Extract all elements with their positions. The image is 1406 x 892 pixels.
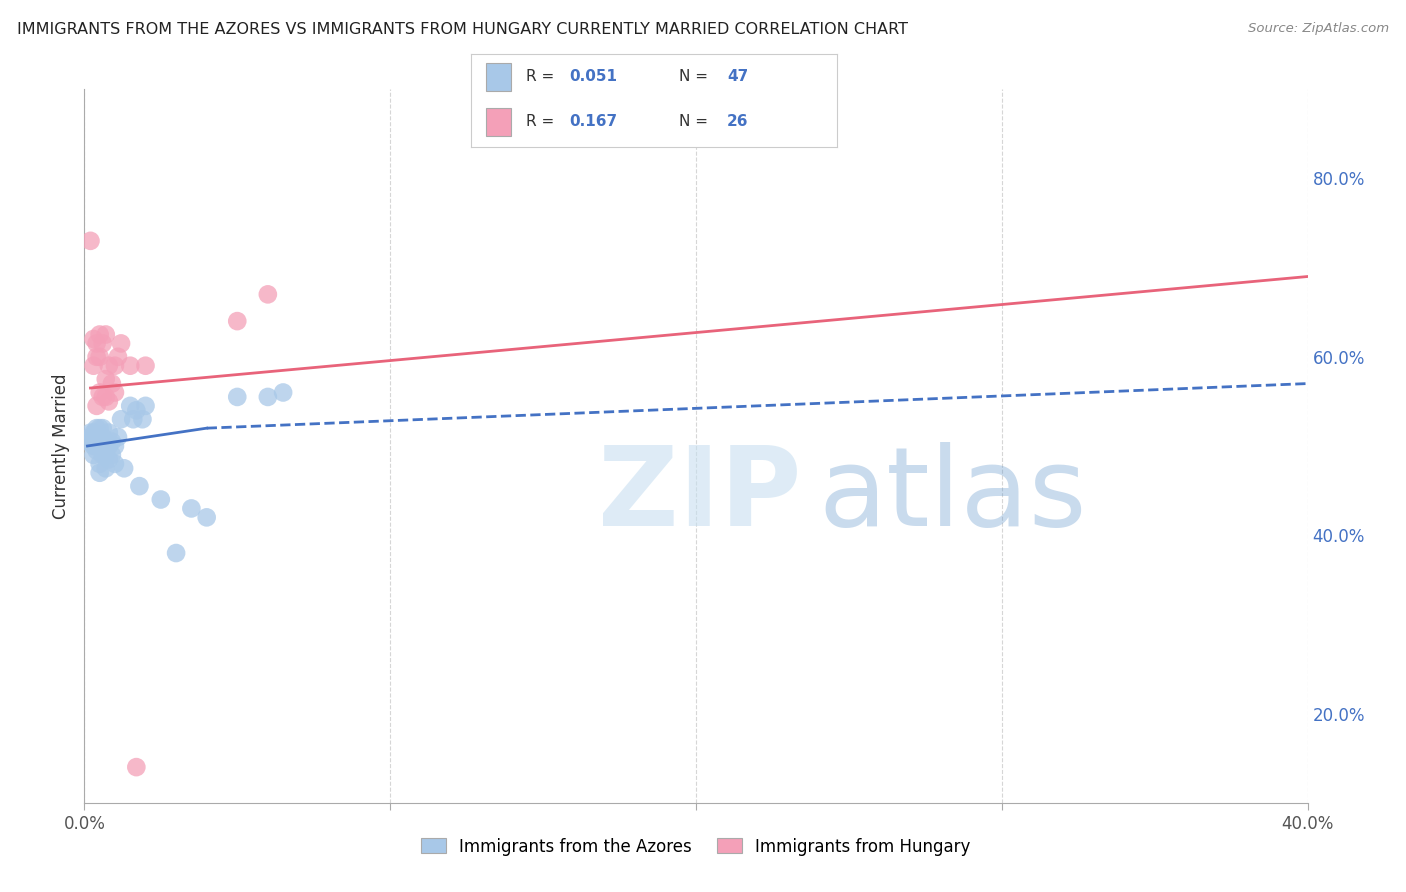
Point: [86, 434, 108, 449]
Point: [94, 461, 117, 475]
Point: [226, 314, 249, 328]
Text: N =: N =: [679, 114, 713, 129]
Point: [83, 439, 105, 453]
Point: [195, 510, 218, 524]
Point: [89, 350, 111, 364]
Point: [89, 430, 111, 444]
Point: [165, 546, 187, 560]
Text: 47: 47: [727, 69, 748, 84]
Point: [86, 399, 108, 413]
Point: [94, 434, 117, 449]
Text: 0.051: 0.051: [569, 69, 617, 84]
Y-axis label: Currently Married: Currently Married: [52, 373, 70, 519]
Point: [101, 376, 124, 391]
Point: [83, 359, 105, 373]
Point: [91, 390, 114, 404]
Point: [89, 421, 111, 435]
Point: [76, 434, 98, 449]
Point: [120, 399, 142, 413]
Point: [91, 336, 114, 351]
Point: [86, 430, 108, 444]
Point: [83, 332, 105, 346]
Text: IMMIGRANTS FROM THE AZORES VS IMMIGRANTS FROM HUNGARY CURRENTLY MARRIED CORRELAT: IMMIGRANTS FROM THE AZORES VS IMMIGRANTS…: [17, 22, 908, 37]
Point: [101, 434, 124, 449]
Point: [86, 421, 108, 435]
Point: [79, 430, 101, 444]
Point: [79, 425, 101, 440]
Point: [135, 359, 157, 373]
Point: [86, 443, 108, 458]
Point: [135, 399, 157, 413]
Point: [86, 336, 108, 351]
Point: [91, 430, 114, 444]
Point: [79, 234, 101, 248]
Text: N =: N =: [679, 69, 713, 84]
Point: [86, 439, 108, 453]
Point: [89, 457, 111, 471]
Point: [120, 359, 142, 373]
Point: [226, 390, 249, 404]
Point: [91, 448, 114, 462]
Point: [110, 412, 132, 426]
Text: atlas: atlas: [818, 442, 1087, 549]
Point: [89, 327, 111, 342]
Text: R =: R =: [526, 114, 560, 129]
Point: [101, 448, 124, 462]
Point: [107, 350, 129, 364]
Point: [122, 412, 145, 426]
Legend: Immigrants from the Azores, Immigrants from Hungary: Immigrants from the Azores, Immigrants f…: [415, 831, 977, 863]
Point: [107, 430, 129, 444]
Point: [83, 430, 105, 444]
Text: 26: 26: [727, 114, 748, 129]
Point: [104, 359, 127, 373]
Point: [94, 372, 117, 386]
Point: [271, 385, 294, 400]
Point: [86, 350, 108, 364]
Point: [257, 390, 280, 404]
Point: [94, 448, 117, 462]
Point: [257, 287, 280, 301]
Point: [104, 439, 127, 453]
Point: [91, 421, 114, 435]
Point: [180, 501, 202, 516]
Point: [104, 457, 127, 471]
Point: [94, 390, 117, 404]
Text: 0.167: 0.167: [569, 114, 617, 129]
Text: R =: R =: [526, 69, 560, 84]
Point: [104, 385, 127, 400]
Bar: [485, 108, 512, 136]
Text: Source: ZipAtlas.com: Source: ZipAtlas.com: [1249, 22, 1389, 36]
Point: [112, 461, 135, 475]
Point: [91, 439, 114, 453]
Point: [89, 439, 111, 453]
Point: [89, 466, 111, 480]
Point: [83, 448, 105, 462]
Point: [97, 452, 120, 467]
Text: ZIP: ZIP: [598, 442, 801, 549]
Point: [97, 394, 120, 409]
Point: [89, 385, 111, 400]
Bar: [485, 63, 512, 91]
Point: [97, 359, 120, 373]
Point: [131, 412, 153, 426]
Point: [94, 327, 117, 342]
Point: [110, 336, 132, 351]
Point: [125, 760, 148, 774]
Point: [125, 403, 148, 417]
Point: [97, 425, 120, 440]
Point: [149, 492, 172, 507]
Point: [83, 425, 105, 440]
Point: [97, 439, 120, 453]
Point: [128, 479, 150, 493]
